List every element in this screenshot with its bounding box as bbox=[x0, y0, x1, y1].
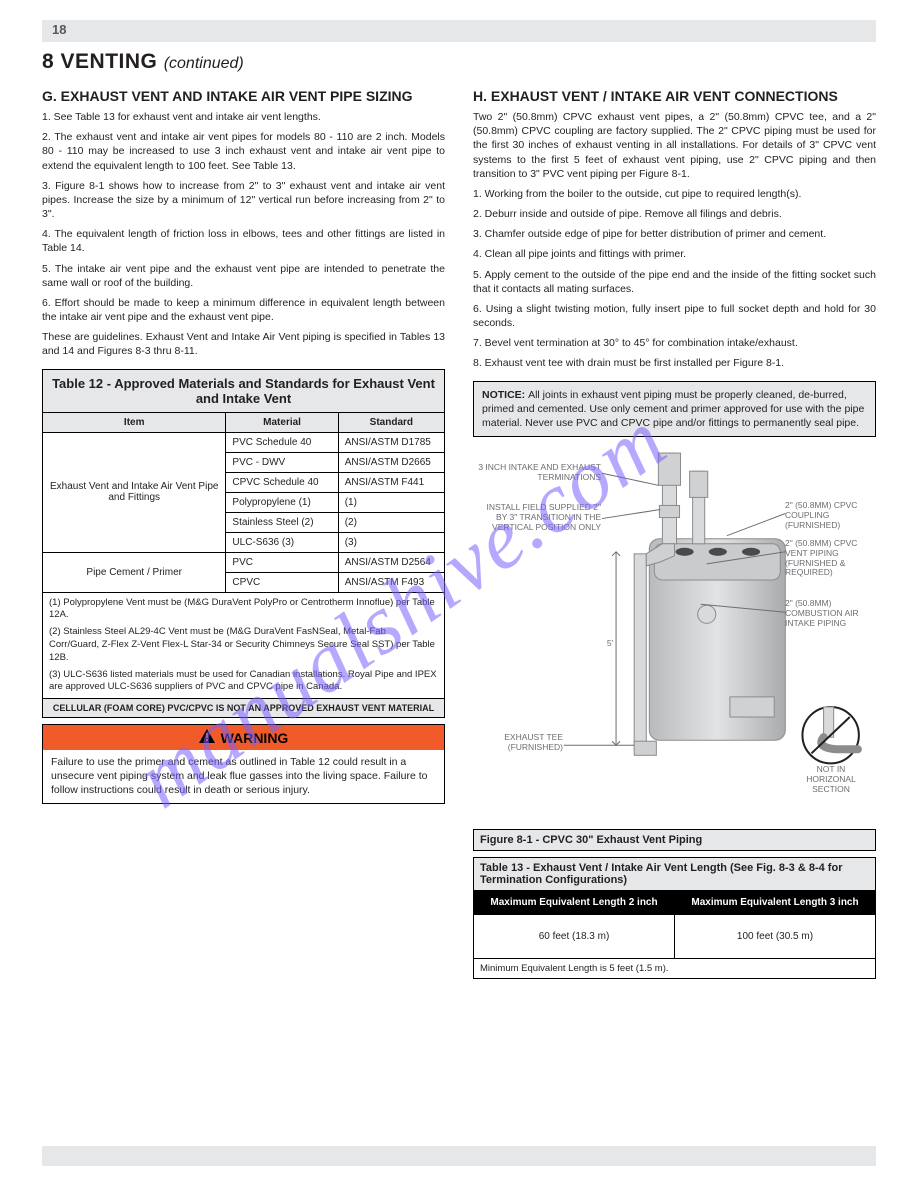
para: 7. Bevel vent termination at 30° to 45° … bbox=[473, 336, 876, 350]
para: Two 2" (50.8mm) CPVC exhaust vent pipes,… bbox=[473, 110, 876, 181]
right-column: H. EXHAUST VENT / INTAKE AIR VENT CONNEC… bbox=[473, 88, 876, 979]
notice-box: NOTICE: All joints in exhaust vent pipin… bbox=[473, 381, 876, 438]
th: Maximum Equivalent Length 3 inch bbox=[674, 891, 875, 915]
td: PVC Schedule 40 bbox=[226, 432, 338, 452]
right-subhead: H. EXHAUST VENT / INTAKE AIR VENT CONNEC… bbox=[473, 88, 876, 104]
section-header: 8 VENTING (continued) bbox=[42, 50, 876, 74]
note: (3) ULC-S636 listed materials must be us… bbox=[49, 669, 438, 695]
note: (1) Polypropylene Vent must be (M&G Dura… bbox=[49, 597, 438, 623]
table-12-grey: CELLULAR (FOAM CORE) PVC/CPVC IS NOT AN … bbox=[43, 699, 445, 718]
left-body: 1. See Table 13 for exhaust vent and int… bbox=[42, 110, 445, 359]
callout: 3 INCH INTAKE AND EXHAUST TERMINATIONS bbox=[473, 463, 601, 483]
table-13-footer: Minimum Equivalent Length is 5 feet (1.5… bbox=[474, 959, 876, 979]
warning-icon bbox=[199, 729, 215, 746]
td: (3) bbox=[338, 532, 444, 552]
td: ANSI/ASTM D2665 bbox=[338, 452, 444, 472]
bottom-bar bbox=[42, 1146, 876, 1166]
page: 18 8 VENTING (continued) G. EXHAUST VENT… bbox=[0, 0, 918, 1188]
warning-box: WARNING Failure to use the primer and ce… bbox=[42, 724, 445, 804]
th: Maximum Equivalent Length 2 inch bbox=[474, 891, 675, 915]
table-13-caption: Table 13 - Exhaust Vent / Intake Air Ven… bbox=[474, 858, 876, 891]
figure-8-1: 3 INCH INTAKE AND EXHAUST TERMINATIONS I… bbox=[473, 443, 876, 823]
td-item: Exhaust Vent and Intake Air Vent Pipe an… bbox=[43, 432, 226, 552]
figure-caption: Figure 8-1 - CPVC 30" Exhaust Vent Pipin… bbox=[474, 830, 876, 851]
td: Polypropylene (1) bbox=[226, 492, 338, 512]
para: 6. Using a slight twisting motion, fully… bbox=[473, 302, 876, 330]
callout-dim: 5' bbox=[603, 639, 617, 649]
td: PVC - DWV bbox=[226, 452, 338, 472]
right-body: Two 2" (50.8mm) CPVC exhaust vent pipes,… bbox=[473, 110, 876, 371]
callout: 2" (50.8MM) CPVC COUPLING (FURNISHED) bbox=[785, 501, 875, 530]
th: Material bbox=[226, 412, 338, 432]
table-12: Table 12 - Approved Materials and Standa… bbox=[42, 369, 445, 719]
warning-head: WARNING bbox=[43, 725, 444, 750]
callout: EXHAUST TEE (FURNISHED) bbox=[473, 733, 563, 753]
td: 60 feet (18.3 m) bbox=[474, 915, 675, 959]
section-title: 8 VENTING bbox=[42, 50, 157, 73]
table-12-notes: (1) Polypropylene Vent must be (M&G Dura… bbox=[43, 592, 445, 699]
td: CPVC Schedule 40 bbox=[226, 472, 338, 492]
para: 3. Figure 8-1 shows how to increase from… bbox=[42, 179, 445, 222]
callout: 2" (50.8MM) CPVC VENT PIPING (FURNISHED … bbox=[785, 539, 875, 578]
callout: NOT IN HORIZONAL SECTION bbox=[801, 765, 861, 794]
para: 2. Deburr inside and outside of pipe. Re… bbox=[473, 207, 876, 221]
para: 5. The intake air vent pipe and the exha… bbox=[42, 262, 445, 290]
para: 4. The equivalent length of friction los… bbox=[42, 227, 445, 255]
td: PVC bbox=[226, 552, 338, 572]
callout: 2" (50.8MM) COMBUSTION AIR INTAKE PIPING bbox=[785, 599, 875, 628]
para: 3. Chamfer outside edge of pipe for bett… bbox=[473, 227, 876, 241]
top-bar: 18 bbox=[42, 20, 876, 42]
table-13: Table 13 - Exhaust Vent / Intake Air Ven… bbox=[473, 857, 876, 979]
left-column: G. EXHAUST VENT AND INTAKE AIR VENT PIPE… bbox=[42, 88, 445, 979]
table-12-title: Table 12 - Approved Materials and Standa… bbox=[43, 369, 445, 412]
td: (1) bbox=[338, 492, 444, 512]
td-item: Pipe Cement / Primer bbox=[43, 552, 226, 592]
th: Standard bbox=[338, 412, 444, 432]
para: 8. Exhaust vent tee with drain must be f… bbox=[473, 356, 876, 370]
left-subhead: G. EXHAUST VENT AND INTAKE AIR VENT PIPE… bbox=[42, 88, 445, 104]
para: 5. Apply cement to the outside of the pi… bbox=[473, 268, 876, 296]
para: 6. Effort should be made to keep a minim… bbox=[42, 296, 445, 324]
notice-text: All joints in exhaust vent piping must b… bbox=[482, 389, 864, 429]
th: Item bbox=[43, 412, 226, 432]
warning-body: Failure to use the primer and cement as … bbox=[43, 750, 444, 803]
td: Stainless Steel (2) bbox=[226, 512, 338, 532]
td: ANSI/ASTM F493 bbox=[338, 572, 444, 592]
warning-label: WARNING bbox=[221, 730, 289, 746]
td: ANSI/ASTM D2564 bbox=[338, 552, 444, 572]
td: CPVC bbox=[226, 572, 338, 592]
notice-label: NOTICE: bbox=[482, 389, 528, 401]
callout: INSTALL FIELD SUPPLIED 2" BY 3" TRANSITI… bbox=[473, 503, 601, 532]
td: ULC-S636 (3) bbox=[226, 532, 338, 552]
para: 4. Clean all pipe joints and fittings wi… bbox=[473, 247, 876, 261]
note: (2) Stainless Steel AL29-4C Vent must be… bbox=[49, 626, 438, 664]
para: 2. The exhaust vent and intake air vent … bbox=[42, 130, 445, 173]
td: ANSI/ASTM F441 bbox=[338, 472, 444, 492]
para: 1. See Table 13 for exhaust vent and int… bbox=[42, 110, 445, 124]
section-continued: (continued) bbox=[164, 55, 244, 72]
page-number: 18 bbox=[52, 22, 66, 37]
columns: G. EXHAUST VENT AND INTAKE AIR VENT PIPE… bbox=[42, 88, 876, 979]
figure-8-1-caption-table: Figure 8-1 - CPVC 30" Exhaust Vent Pipin… bbox=[473, 829, 876, 851]
para: 1. Working from the boiler to the outsid… bbox=[473, 187, 876, 201]
td: (2) bbox=[338, 512, 444, 532]
td: 100 feet (30.5 m) bbox=[674, 915, 875, 959]
td: ANSI/ASTM D1785 bbox=[338, 432, 444, 452]
para: These are guidelines. Exhaust Vent and I… bbox=[42, 330, 445, 358]
